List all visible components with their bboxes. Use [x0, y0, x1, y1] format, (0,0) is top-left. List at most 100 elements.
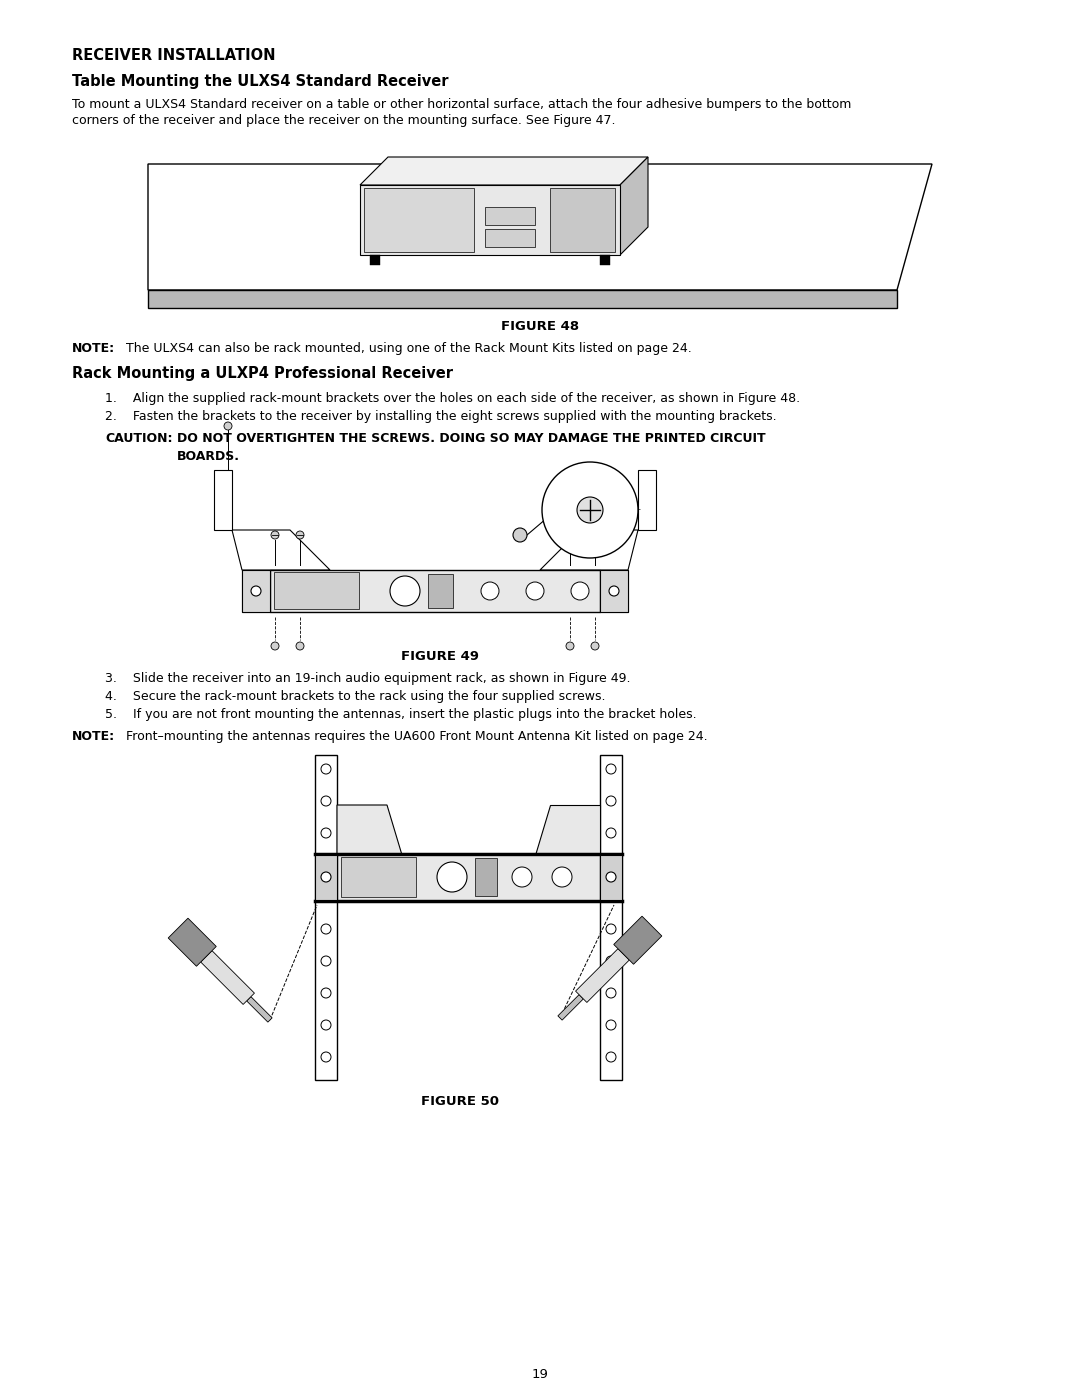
Text: DO NOT OVERTIGHTEN THE SCREWS. DOING SO MAY DAMAGE THE PRINTED CIRCUIT: DO NOT OVERTIGHTEN THE SCREWS. DOING SO … — [177, 432, 766, 446]
Bar — [341, 856, 416, 897]
Bar — [370, 256, 380, 265]
Bar — [242, 570, 270, 612]
Text: Front–mounting the antennas requires the UA600 Front Mount Antenna Kit listed on: Front–mounting the antennas requires the… — [114, 731, 707, 743]
Circle shape — [513, 528, 527, 542]
Polygon shape — [638, 469, 656, 529]
Polygon shape — [576, 949, 630, 1003]
Text: BOARDS.: BOARDS. — [177, 450, 240, 462]
Circle shape — [606, 872, 616, 882]
Text: 1.    Align the supplied rack-mount brackets over the holes on each side of the : 1. Align the supplied rack-mount bracket… — [105, 393, 800, 405]
Bar — [428, 574, 453, 608]
Circle shape — [390, 576, 420, 606]
Text: NOTE:: NOTE: — [72, 731, 116, 743]
Circle shape — [512, 868, 532, 887]
Circle shape — [296, 531, 303, 539]
Bar — [485, 207, 535, 225]
Bar — [315, 754, 337, 1080]
Circle shape — [606, 956, 616, 965]
Text: 19: 19 — [531, 1368, 549, 1382]
Circle shape — [321, 956, 330, 965]
Text: 1/4 IN.: 1/4 IN. — [605, 502, 642, 511]
Bar — [274, 571, 359, 609]
Circle shape — [224, 422, 232, 430]
Bar — [485, 229, 535, 247]
Polygon shape — [535, 805, 600, 855]
Bar — [475, 858, 497, 895]
Circle shape — [542, 462, 638, 557]
Text: The ULXS4 can also be rack mounted, using one of the Rack Mount Kits listed on p: The ULXS4 can also be rack mounted, usin… — [114, 342, 692, 355]
Text: 4.    Secure the rack-mount brackets to the rack using the four supplied screws.: 4. Secure the rack-mount brackets to the… — [105, 690, 606, 703]
Circle shape — [321, 1020, 330, 1030]
Circle shape — [566, 643, 573, 650]
Bar — [600, 754, 622, 1080]
Circle shape — [321, 861, 330, 870]
Circle shape — [606, 764, 616, 774]
Circle shape — [271, 643, 279, 650]
Text: CAUTION:: CAUTION: — [105, 432, 173, 446]
Polygon shape — [246, 996, 272, 1023]
Circle shape — [577, 497, 603, 522]
Text: Table Mounting the ULXS4 Standard Receiver: Table Mounting the ULXS4 Standard Receiv… — [72, 74, 448, 89]
Circle shape — [606, 893, 616, 902]
Bar — [315, 855, 337, 900]
Circle shape — [321, 828, 330, 838]
Circle shape — [566, 531, 573, 539]
Polygon shape — [168, 918, 216, 967]
Bar — [242, 570, 270, 612]
Circle shape — [606, 988, 616, 997]
Circle shape — [571, 583, 589, 599]
Bar — [600, 570, 627, 612]
Polygon shape — [148, 163, 932, 291]
Text: FIGURE 49: FIGURE 49 — [401, 650, 480, 664]
Text: FIGURE 50: FIGURE 50 — [421, 1095, 499, 1108]
Circle shape — [321, 764, 330, 774]
Polygon shape — [214, 469, 232, 529]
Text: NOTE:: NOTE: — [72, 342, 116, 355]
Text: 5.    If you are not front mounting the antennas, insert the plastic plugs into : 5. If you are not front mounting the ant… — [105, 708, 697, 721]
Polygon shape — [540, 529, 638, 570]
Circle shape — [606, 861, 616, 870]
Circle shape — [321, 893, 330, 902]
Polygon shape — [148, 291, 897, 307]
Bar — [337, 754, 600, 1080]
Bar — [364, 189, 474, 251]
Polygon shape — [558, 995, 583, 1020]
Text: corners of the receiver and place the receiver on the mounting surface. See Figu: corners of the receiver and place the re… — [72, 115, 616, 127]
Polygon shape — [337, 805, 402, 855]
Circle shape — [591, 531, 599, 539]
Polygon shape — [620, 156, 648, 256]
Polygon shape — [360, 184, 620, 256]
Circle shape — [321, 796, 330, 806]
Circle shape — [606, 1020, 616, 1030]
Circle shape — [609, 585, 619, 597]
Bar — [600, 855, 622, 900]
Polygon shape — [360, 156, 648, 184]
Text: 3.    Slide the receiver into an 19-inch audio equipment rack, as shown in Figur: 3. Slide the receiver into an 19-inch au… — [105, 672, 631, 685]
Text: To mount a ULXS4 Standard receiver on a table or other horizontal surface, attac: To mount a ULXS4 Standard receiver on a … — [72, 98, 851, 110]
Text: 2.    Fasten the brackets to the receiver by installing the eight screws supplie: 2. Fasten the brackets to the receiver b… — [105, 409, 777, 423]
Circle shape — [321, 988, 330, 997]
Circle shape — [606, 923, 616, 935]
Bar — [337, 855, 600, 900]
Bar — [600, 256, 610, 265]
Polygon shape — [270, 570, 600, 612]
Circle shape — [591, 643, 599, 650]
Text: RECEIVER INSTALLATION: RECEIVER INSTALLATION — [72, 47, 275, 63]
Polygon shape — [232, 529, 330, 570]
Text: FIGURE 48: FIGURE 48 — [501, 320, 579, 332]
Circle shape — [526, 583, 544, 599]
Circle shape — [481, 583, 499, 599]
Circle shape — [321, 872, 330, 882]
Circle shape — [251, 585, 261, 597]
Polygon shape — [613, 916, 662, 964]
Bar — [550, 189, 615, 251]
Circle shape — [552, 868, 572, 887]
Bar — [600, 570, 627, 612]
Circle shape — [321, 923, 330, 935]
Circle shape — [321, 1052, 330, 1062]
Circle shape — [606, 796, 616, 806]
Circle shape — [606, 828, 616, 838]
Circle shape — [606, 1052, 616, 1062]
Circle shape — [437, 862, 467, 893]
Circle shape — [271, 531, 279, 539]
